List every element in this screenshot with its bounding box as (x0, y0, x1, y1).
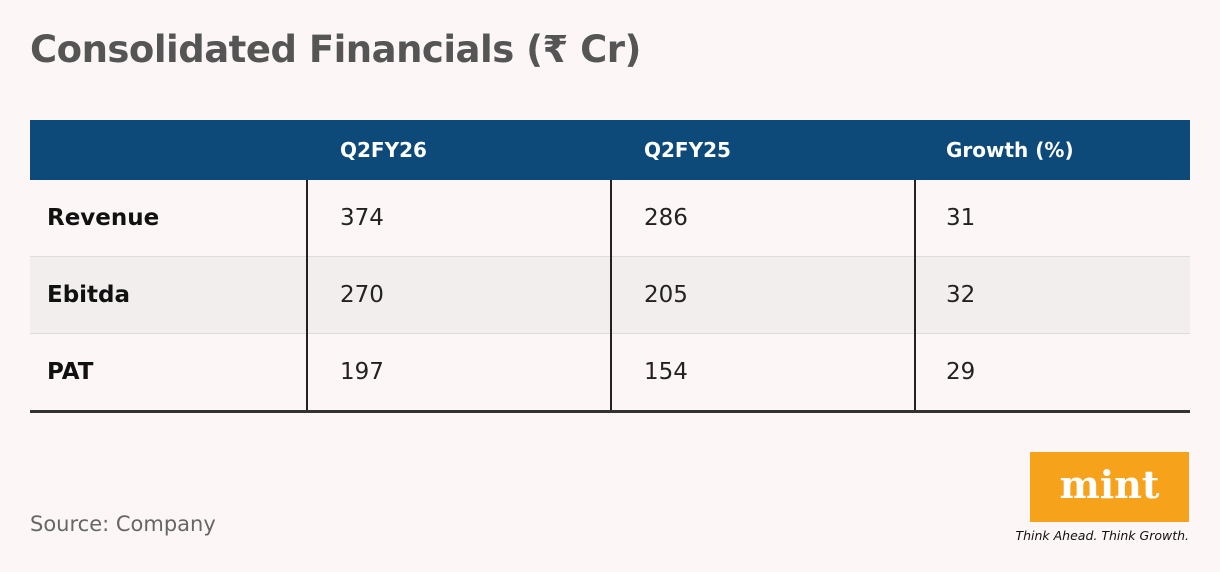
cell: 154 (644, 359, 688, 385)
cell: 32 (946, 282, 976, 308)
table-row: PAT 197 154 29 (30, 334, 1190, 413)
column-divider (306, 180, 308, 410)
logo: mint (1030, 452, 1189, 522)
cell: 29 (946, 359, 976, 385)
table: Q2FY26 Q2FY25 Growth (%) Revenue 374 286 31… (30, 120, 1190, 413)
column-header: Growth (%) (946, 138, 1074, 162)
cell: 205 (644, 282, 688, 308)
row-label: PAT (47, 359, 94, 385)
column-header: Q2FY25 (644, 138, 731, 162)
title: Consolidated Financials (₹ Cr) (30, 28, 641, 71)
cell: 31 (946, 205, 976, 231)
table-header: Q2FY26 Q2FY25 Growth (%) (30, 120, 1190, 180)
tagline: Think Ahead. Think Growth. (1015, 528, 1189, 543)
cell: 197 (340, 359, 384, 385)
cell: 286 (644, 205, 688, 231)
row-label: Revenue (47, 205, 160, 231)
cell: 270 (340, 282, 384, 308)
column-header: Q2FY26 (340, 138, 427, 162)
column-divider (610, 180, 612, 410)
column-divider (914, 180, 916, 410)
row-label: Ebitda (47, 282, 131, 308)
source: Source: Company (30, 512, 216, 536)
cell: 374 (340, 205, 384, 231)
